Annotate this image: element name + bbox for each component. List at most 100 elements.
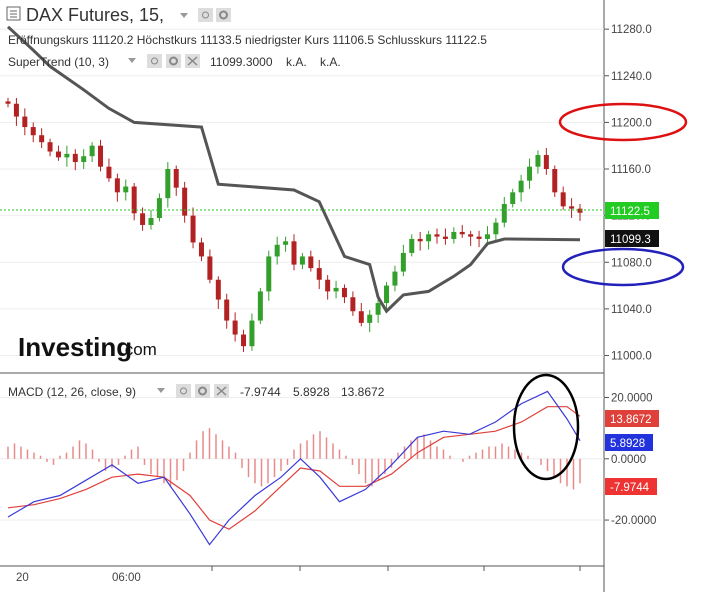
- chart-title: DAX Futures, 15,: [26, 5, 164, 25]
- signal-tag: 13.8672: [605, 410, 659, 427]
- candle: [215, 276, 221, 309]
- macd-label: MACD (12, 26, close, 9): [8, 385, 136, 399]
- candle: [123, 179, 129, 201]
- candle: [98, 139, 104, 172]
- candle: [81, 149, 87, 170]
- candle: [198, 237, 204, 262]
- svg-text:13.8672: 13.8672: [610, 414, 652, 426]
- candlestick-series: [5, 97, 583, 353]
- signal-line: [7, 406, 581, 530]
- candle-body: [140, 213, 146, 225]
- macd-value-macd: 5.8928: [293, 385, 330, 399]
- price-tick-label: 11280.0: [611, 24, 652, 36]
- candle: [55, 145, 61, 161]
- candle: [30, 122, 36, 143]
- candle-body: [442, 236, 448, 239]
- macd-line: [7, 390, 581, 546]
- time-tick-label: 20: [16, 572, 29, 584]
- candle-body: [224, 299, 230, 321]
- gear-icon[interactable]: [216, 8, 231, 22]
- svg-text:5.8928: 5.8928: [610, 438, 645, 450]
- candle-body: [207, 256, 213, 280]
- supertrend-label: SuperTrend (10, 3): [8, 55, 109, 69]
- candle-body: [274, 244, 280, 257]
- candle: [106, 158, 112, 182]
- candle-body: [299, 256, 305, 265]
- candle-body: [81, 156, 87, 163]
- candle: [232, 312, 238, 342]
- candle-body: [384, 285, 390, 304]
- candle: [569, 198, 575, 218]
- annotation-black-ellipse: [512, 373, 580, 481]
- candle-body: [47, 142, 53, 152]
- candle: [468, 230, 474, 246]
- candle: [173, 165, 179, 196]
- candle: [442, 228, 448, 245]
- candle: [165, 162, 171, 208]
- eye-icon[interactable]: [198, 8, 213, 22]
- candle: [384, 282, 390, 311]
- candle: [577, 203, 583, 221]
- candle-body: [198, 242, 204, 257]
- candle-body: [468, 234, 474, 237]
- gear-icon[interactable]: [166, 54, 181, 68]
- eye-icon[interactable]: [176, 384, 191, 398]
- gear-icon[interactable]: [195, 384, 210, 398]
- collapse-icon[interactable]: [6, 6, 21, 21]
- candle-body: [552, 169, 558, 193]
- candle: [13, 97, 19, 126]
- price-tick-label: 11200.0: [611, 117, 652, 129]
- candle: [476, 230, 482, 248]
- candle-body: [484, 234, 490, 239]
- candle: [409, 234, 415, 257]
- candle: [560, 186, 566, 210]
- close-icon[interactable]: [214, 384, 229, 398]
- candle-body: [5, 101, 11, 104]
- macd-value-hist: -7.9744: [240, 385, 281, 399]
- candle-body: [451, 231, 457, 239]
- chevron-down-icon[interactable]: [128, 58, 136, 63]
- candle: [493, 217, 499, 241]
- candle-body: [148, 217, 154, 225]
- candle: [341, 284, 347, 304]
- svg-text:11122.5: 11122.5: [610, 206, 650, 218]
- annotation-blue-ellipse: [561, 247, 685, 287]
- candle-body: [325, 279, 331, 292]
- supertrend-na-1: k.A.: [286, 55, 307, 69]
- candle-body: [89, 145, 95, 157]
- candle: [140, 207, 146, 231]
- price-tick-label: 11040.0: [611, 304, 652, 316]
- candle: [451, 227, 457, 244]
- candle-body: [434, 234, 440, 237]
- chevron-down-icon[interactable]: [157, 388, 165, 393]
- candle-body: [182, 187, 188, 216]
- candle: [148, 209, 154, 230]
- svg-text:11099.3: 11099.3: [610, 234, 651, 246]
- candle: [358, 303, 364, 327]
- candle-body: [333, 287, 339, 292]
- supertrend-series: [6, 25, 581, 314]
- candle-body: [350, 297, 356, 312]
- macd-series: [7, 390, 581, 546]
- chevron-down-icon[interactable]: [180, 13, 188, 18]
- candle-body: [560, 192, 566, 207]
- candle: [543, 148, 549, 175]
- macd-tick-label: 0.0000: [611, 454, 646, 466]
- candle-body: [535, 155, 541, 167]
- candle-body: [569, 206, 575, 209]
- logo-main-text: Investing: [18, 332, 132, 362]
- candle: [22, 108, 28, 136]
- candle-body: [316, 268, 322, 280]
- candle-body: [577, 208, 583, 213]
- supertrend-value: 11099.3000: [210, 55, 273, 69]
- eye-icon[interactable]: [147, 54, 162, 68]
- candle: [316, 259, 322, 290]
- candle: [400, 244, 406, 277]
- close-icon[interactable]: [185, 54, 200, 68]
- price-tick-label: 11000.0: [611, 351, 652, 363]
- candle-body: [190, 215, 196, 243]
- candle: [325, 275, 331, 300]
- candle-body: [283, 241, 289, 245]
